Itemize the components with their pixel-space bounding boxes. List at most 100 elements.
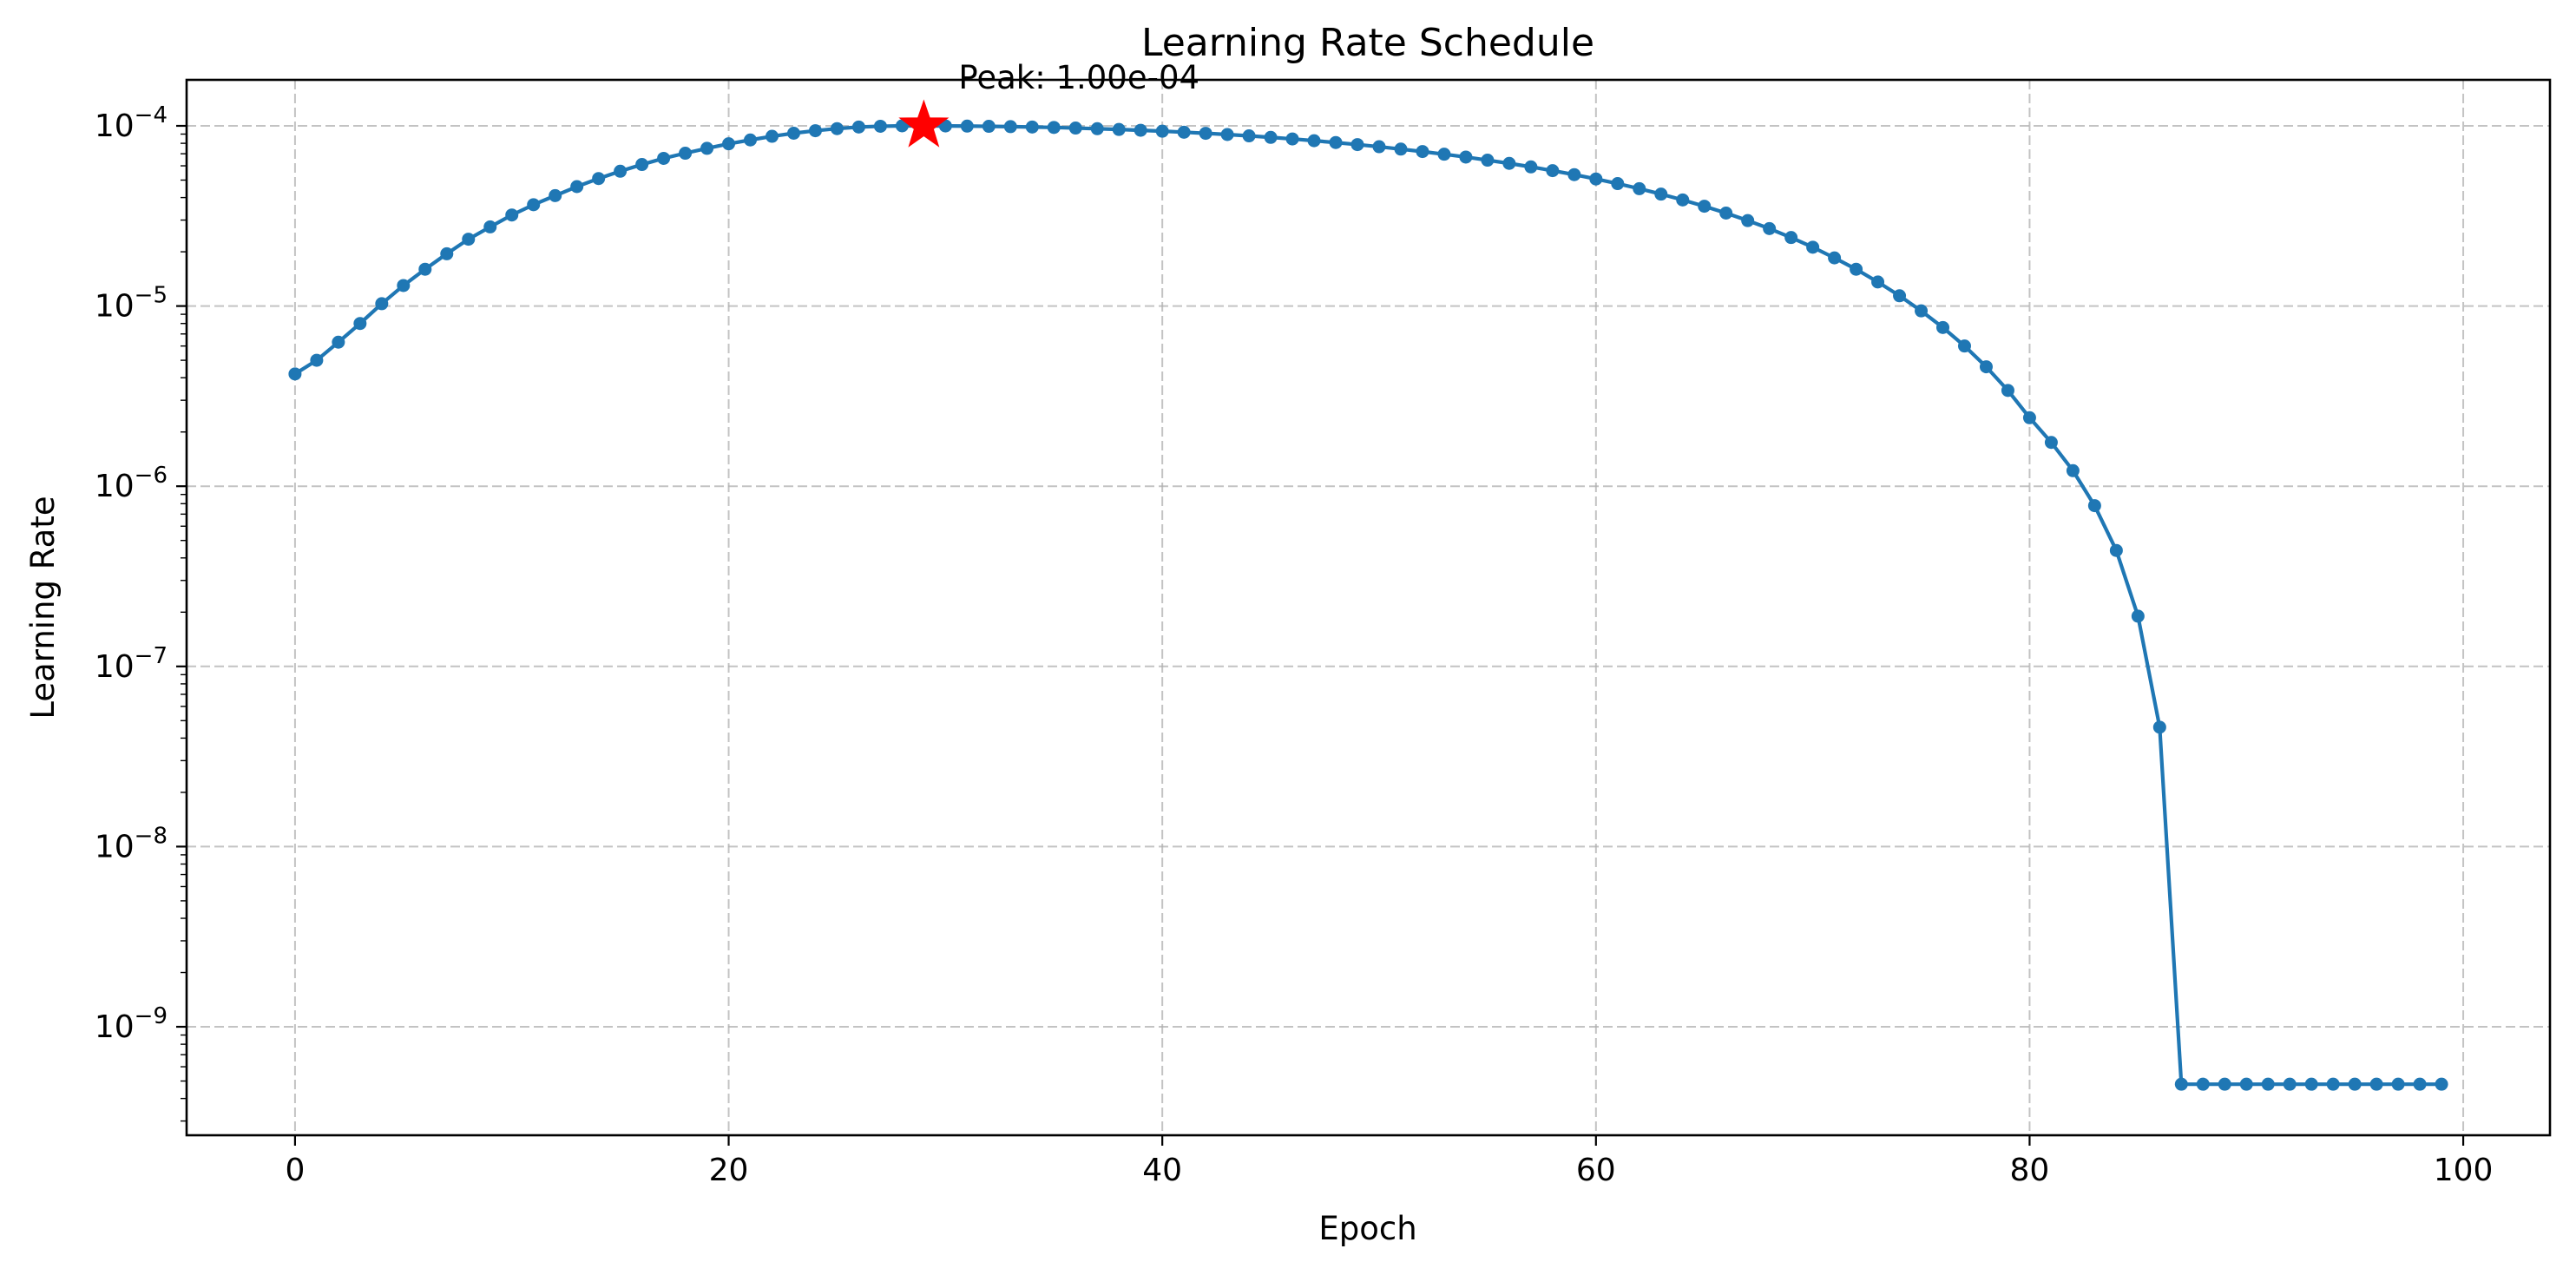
x-tick-label-5: 100 [2434,1153,2494,1188]
data-point-35 [1047,121,1061,135]
data-point-1 [310,353,324,367]
y-tick-label-1: 10−8 [95,823,168,864]
x-tick-label-3: 60 [1576,1153,1616,1188]
data-point-76 [1936,320,1950,334]
data-point-32 [982,120,996,134]
data-point-31 [960,119,974,133]
data-point-11 [527,198,541,212]
data-point-6 [418,262,432,276]
data-point-14 [592,172,606,186]
data-point-73 [1871,275,1885,289]
data-point-46 [1285,132,1299,146]
data-point-86 [2152,720,2166,734]
data-point-88 [2196,1077,2210,1091]
y-tick-label-3: 10−6 [95,463,168,504]
data-point-13 [570,180,584,194]
data-point-56 [1502,156,1516,170]
data-point-83 [2087,499,2101,513]
data-point-87 [2174,1077,2188,1091]
data-point-10 [505,208,519,222]
peak-layer: Peak: 1.00e-04 [898,59,1199,148]
y-axis-label: Learning Rate [24,496,62,719]
y-tick-label-5: 10−4 [95,102,168,144]
data-point-66 [1719,207,1733,220]
data-point-77 [1957,339,1971,353]
data-point-98 [2413,1077,2427,1091]
data-point-22 [766,129,779,143]
data-point-97 [2391,1077,2405,1091]
data-point-40 [1155,124,1169,138]
data-point-63 [1654,187,1668,201]
data-point-93 [2304,1077,2318,1091]
data-point-67 [1741,214,1755,227]
data-point-99 [2435,1077,2448,1091]
data-point-51 [1394,142,1408,156]
data-point-34 [1025,120,1039,134]
x-tick-label-0: 0 [285,1153,305,1188]
data-point-96 [2369,1077,2383,1091]
data-point-2 [332,335,345,349]
data-point-89 [2218,1077,2231,1091]
data-point-42 [1199,127,1212,141]
data-point-15 [614,164,628,178]
data-point-0 [288,367,302,381]
data-point-68 [1763,221,1777,235]
data-point-52 [1416,145,1429,159]
data-point-26 [851,120,865,134]
data-point-45 [1264,130,1278,144]
data-point-48 [1329,135,1343,149]
data-point-70 [1806,240,1820,254]
peak-star-marker [898,99,950,148]
data-point-90 [2239,1077,2253,1091]
grid-lines [187,80,2550,1135]
data-point-84 [2109,543,2123,557]
data-point-9 [483,220,497,233]
data-point-3 [353,317,367,331]
data-point-20 [722,137,736,151]
series-line [293,123,2442,1087]
data-point-4 [375,297,389,311]
data-point-38 [1112,122,1126,136]
x-axis-label: Epoch [1318,1210,1416,1247]
data-point-12 [549,188,562,202]
data-point-47 [1307,134,1321,148]
axis-ticks: 0 20 40 60 80 100 10−9 10−8 10−7 10−6 10−5 10−4 [95,102,2494,1188]
data-point-23 [786,126,800,140]
data-point-5 [397,279,411,292]
data-point-82 [2066,463,2080,477]
data-point-37 [1090,122,1104,135]
series-points-layer [288,119,2448,1091]
data-point-95 [2348,1077,2362,1091]
data-point-39 [1134,123,1147,137]
data-point-64 [1676,193,1690,207]
plot-frame [185,78,2552,1137]
data-point-25 [830,122,844,135]
data-point-60 [1589,172,1603,186]
data-point-50 [1372,140,1386,154]
data-point-36 [1068,122,1082,135]
data-point-94 [2326,1077,2340,1091]
series-line-layer [293,123,2442,1087]
data-point-54 [1459,150,1473,164]
data-point-61 [1611,177,1625,191]
x-tick-label-4: 80 [2010,1153,2050,1188]
data-point-33 [1003,120,1017,134]
data-point-92 [2283,1077,2297,1091]
data-point-43 [1220,128,1234,141]
y-tick-label-0: 10−9 [95,1003,168,1045]
data-point-62 [1633,181,1646,195]
chart-title: Learning Rate Schedule [1141,21,1594,65]
data-point-65 [1698,200,1712,214]
data-point-55 [1481,154,1495,168]
data-point-17 [657,151,671,165]
y-tick-label-4: 10−5 [95,283,168,325]
data-point-41 [1177,125,1191,139]
data-point-19 [700,141,714,155]
x-tick-label-1: 20 [709,1153,749,1188]
data-point-81 [2044,436,2058,450]
data-point-72 [1850,262,1863,276]
data-point-78 [1979,360,1993,374]
x-tick-label-2: 40 [1142,1153,1182,1188]
data-point-7 [440,246,454,260]
